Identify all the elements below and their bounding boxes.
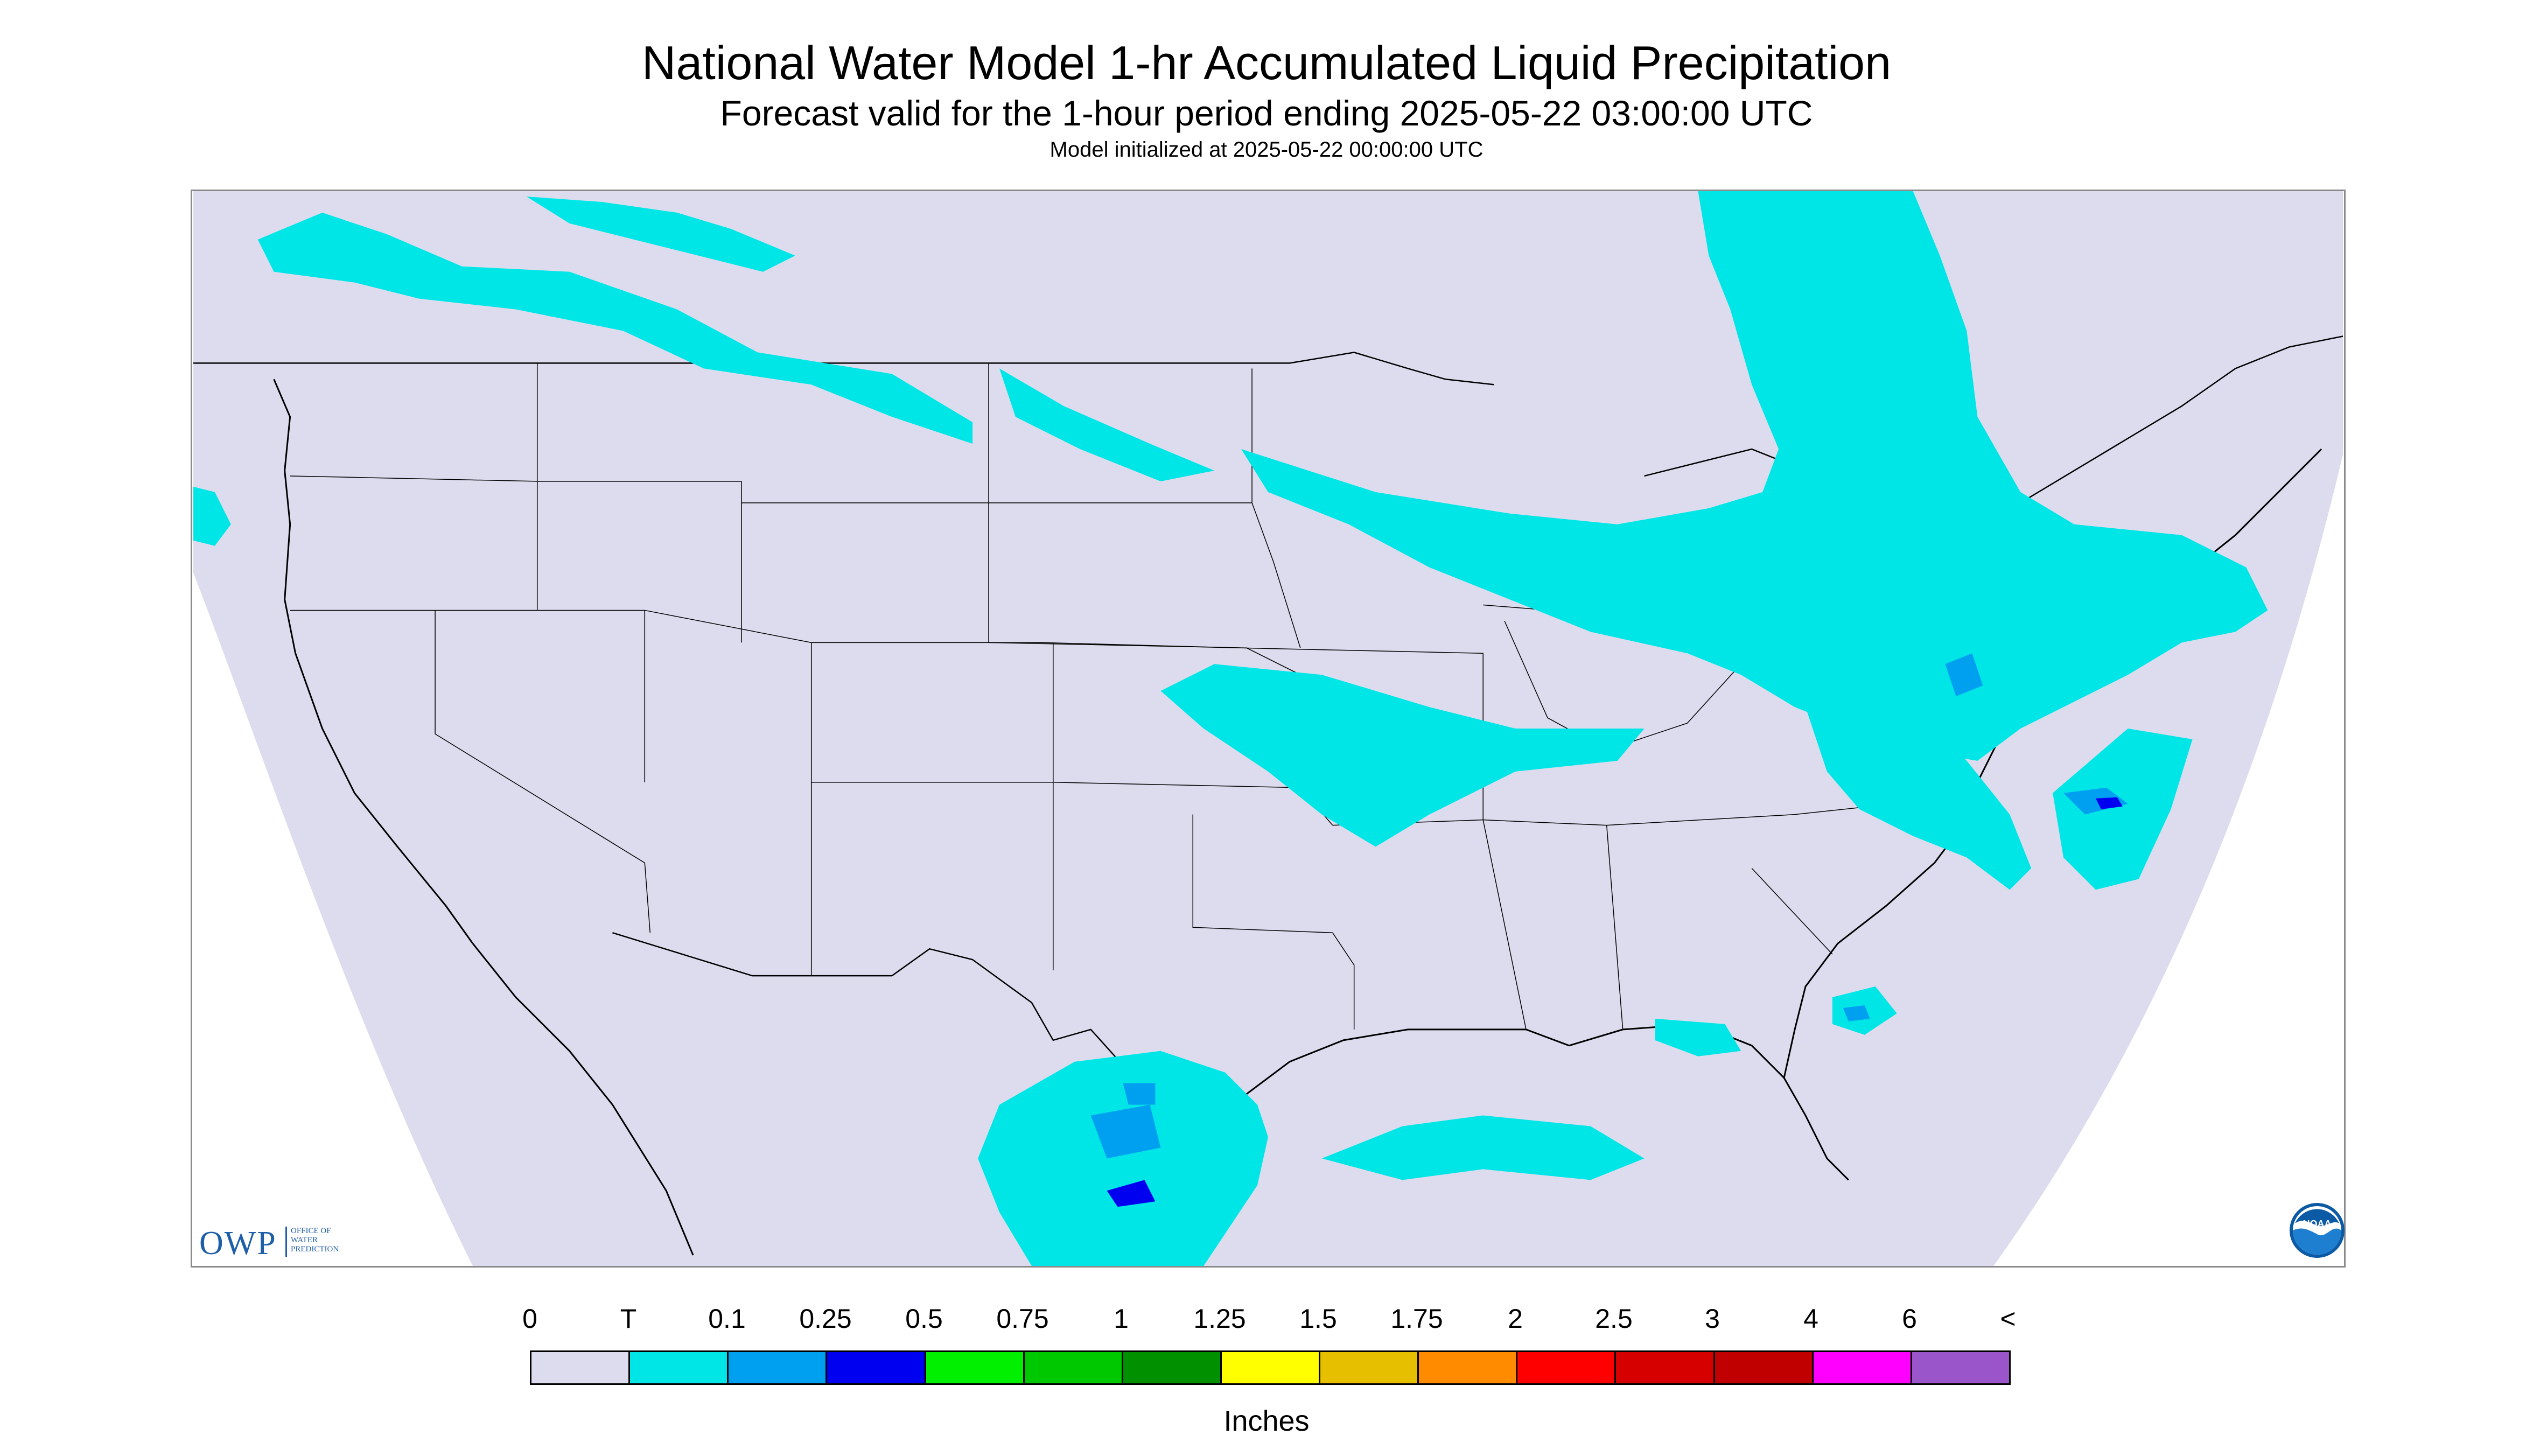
precip-area-mid-atlantic <box>1806 707 2032 890</box>
precip-area-offshore-nc <box>2053 729 2193 890</box>
legend-swatch <box>924 1350 1025 1385</box>
legend-tick-label: 2 <box>1508 1304 1523 1334</box>
precip-heavier-cells <box>1090 653 2128 1207</box>
precip-area-montana <box>526 196 795 272</box>
legend-swatch <box>530 1350 631 1385</box>
legend-color-bar <box>530 1350 2011 1385</box>
page-title: National Water Model 1-hr Accumulated Li… <box>641 36 1892 89</box>
legend-units-label: Inches <box>1223 1405 1310 1437</box>
noaa-logo-text: NOAA <box>2303 1219 2332 1229</box>
noaa-logo: NOAA <box>2290 1203 2345 1258</box>
legend-swatch <box>1811 1350 1912 1385</box>
legend-tick-label: 0 <box>522 1304 537 1334</box>
map-canvas <box>193 191 2343 1266</box>
legend-swatch <box>1220 1350 1321 1385</box>
precip-area-south-texas <box>978 1051 1268 1266</box>
legend-tick-label: 0.1 <box>708 1304 746 1334</box>
legend-tick-label: 3 <box>1705 1304 1720 1334</box>
forecast-valid-subtitle: Forecast valid for the 1-hour period end… <box>720 93 1813 133</box>
legend-swatch <box>1319 1350 1419 1385</box>
precip-area-great-lakes <box>1241 191 2268 761</box>
legend-swatch <box>825 1350 926 1385</box>
legend-swatch <box>1023 1350 1123 1385</box>
legend-swatch <box>628 1350 729 1385</box>
legend-tick-label: 4 <box>1803 1304 1818 1334</box>
legend-tick-label: 1.25 <box>1193 1304 1246 1334</box>
precip-map <box>191 190 2346 1268</box>
precip-area-southeast-coast <box>1655 1018 1741 1056</box>
legend-tick-label: 0.25 <box>799 1304 852 1334</box>
precip-area-northern-plains <box>999 368 1215 481</box>
owp-logo: OWP OFFICE OF WATER PREDICTION <box>199 1221 377 1264</box>
legend-swatch <box>1910 1350 2011 1385</box>
precip-trace-areas <box>193 191 2268 1266</box>
legend-tick-label: 1 <box>1114 1304 1129 1334</box>
legend-tick-label: < <box>2000 1304 2016 1334</box>
owp-logo-mark: OWP <box>199 1225 277 1262</box>
legend-tick-label: 6 <box>1902 1304 1917 1334</box>
legend-tick-label: 1.5 <box>1299 1304 1337 1334</box>
legend-swatch <box>1121 1350 1222 1385</box>
legend-swatch <box>727 1350 828 1385</box>
legend-swatch <box>1713 1350 1814 1385</box>
legend-tick-label: 1.75 <box>1390 1304 1443 1334</box>
owp-logo-subtext: OFFICE OF WATER PREDICTION <box>291 1227 339 1254</box>
model-init-line: Model initialized at 2025-05-22 00:00:00… <box>1049 138 1484 162</box>
legend-swatch <box>1516 1350 1617 1385</box>
state-boundaries <box>290 363 2021 1030</box>
legend-tick-label: 0.5 <box>905 1304 943 1334</box>
legend-swatch <box>1417 1350 1518 1385</box>
precip-area-kansas-missouri <box>1160 664 1645 847</box>
legend-tick-label: 2.5 <box>1595 1304 1633 1334</box>
legend-swatch <box>1614 1350 1715 1385</box>
legend-tick-label: 0.75 <box>996 1304 1049 1334</box>
precip-area-pacific-nw <box>193 486 231 546</box>
precip-area-gulf <box>1321 1115 1645 1180</box>
owp-logo-divider <box>285 1227 287 1257</box>
precip-area-northern-rockies <box>257 212 973 444</box>
legend-tick-label: T <box>620 1304 637 1334</box>
